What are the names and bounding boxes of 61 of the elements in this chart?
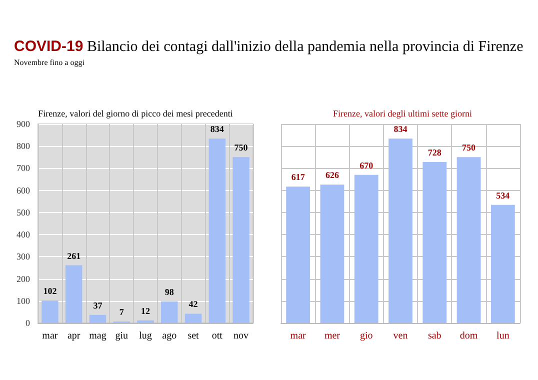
y-tick-label: 200 [16, 274, 30, 284]
x-tick-label: lug [139, 330, 152, 342]
bar [89, 314, 106, 323]
data-label: 750 [462, 142, 476, 153]
bar [388, 138, 412, 323]
data-label: 626 [325, 170, 340, 180]
data-label: 617 [291, 172, 306, 182]
bar [42, 300, 58, 323]
y-tick-label: 400 [16, 230, 30, 240]
chart-title: Firenze, valori del giorno di picco dei mesi precedenti [38, 108, 234, 118]
x-tick-label: gio [360, 330, 373, 342]
y-tick-label: 100 [16, 296, 30, 306]
x-tick-label: sab [428, 330, 442, 342]
text: Novembre fino a oggi [14, 58, 86, 67]
bar [490, 204, 515, 323]
data-label: 728 [428, 148, 442, 158]
bar [456, 157, 481, 323]
y-tick-label: 500 [16, 207, 30, 218]
bar [184, 314, 202, 323]
x-tick-label: giu [115, 330, 128, 342]
y-tick-label: 800 [16, 141, 30, 152]
bar [320, 184, 344, 323]
bar [232, 157, 250, 323]
data-label: 261 [67, 250, 82, 261]
bar [208, 138, 226, 323]
text: COVID-19 Bilancio dei contagi dall'inizio della pandemia nella provincia di Firenze [14, 38, 524, 55]
y-tick-label: 600 [16, 185, 30, 196]
y-tick-label: 300 [16, 252, 30, 262]
chart-title: Firenze, valori degli ultimi sette giorni [333, 108, 472, 118]
data-label: 12 [141, 306, 150, 316]
x-tick-label: mag [89, 330, 106, 342]
x-tick-label: mer [324, 330, 341, 342]
x-tick-label: mar [290, 330, 307, 342]
data-label: 37 [93, 300, 103, 310]
x-tick-label: lun [496, 330, 510, 342]
y-tick-label: 900 [16, 119, 30, 129]
bar [354, 174, 378, 323]
x-tick-label: mar [42, 330, 58, 342]
x-tick-label: apr [67, 330, 81, 342]
y-tick-label: 700 [16, 163, 30, 174]
data-label: 750 [234, 142, 248, 153]
bar [161, 301, 178, 323]
x-tick-label: dom [460, 330, 478, 342]
x-tick-label: nov [234, 330, 249, 342]
data-label: 534 [496, 190, 510, 200]
data-label: 670 [360, 160, 374, 170]
data-label: 42 [188, 299, 198, 310]
x-tick-label: set [188, 330, 200, 342]
x-tick-label: ott [212, 330, 223, 342]
x-tick-label: ago [162, 330, 177, 342]
y-tick-label: 0 [26, 318, 30, 328]
bar [137, 320, 154, 323]
bar [65, 265, 82, 323]
x-tick-label: ven [393, 330, 408, 342]
bar [286, 186, 310, 323]
bar [422, 162, 447, 323]
data-label: 7 [119, 306, 124, 317]
data-label: 102 [43, 286, 58, 296]
data-label: 834 [210, 124, 224, 134]
data-label: 98 [164, 286, 174, 297]
data-label: 834 [394, 124, 408, 134]
